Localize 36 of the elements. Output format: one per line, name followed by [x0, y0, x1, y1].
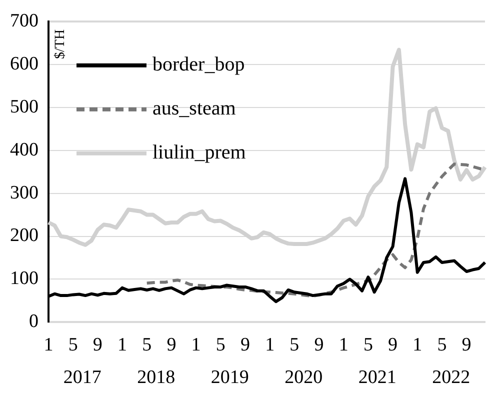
- text: 2017: [63, 367, 102, 388]
- legend-label: aus_steam: [152, 98, 236, 120]
- y-tick-label: 100: [10, 268, 38, 290]
- text: 2021: [358, 367, 396, 388]
- x-tick-label: 5: [363, 334, 373, 356]
- x-tick-label: 1: [412, 334, 422, 356]
- text: 2018: [137, 367, 176, 388]
- y-tick-label: 0: [29, 311, 38, 332]
- text: 2020: [284, 367, 323, 388]
- x-tick-label: 9: [314, 334, 324, 356]
- y-tick-label: 500: [10, 96, 38, 118]
- y-tick-label: 700: [10, 10, 38, 32]
- y-tick-label: 200: [10, 225, 38, 246]
- x-tick-label: 9: [166, 334, 176, 356]
- text: 2019: [210, 367, 249, 388]
- x-tick-label: 9: [240, 334, 250, 356]
- x-tick-label: 5: [290, 334, 300, 356]
- x-tick-label: 5: [437, 334, 447, 356]
- y-tick-label: 400: [10, 139, 38, 160]
- y-tick-label: 300: [10, 182, 38, 204]
- x-tick-label: 1: [338, 334, 348, 356]
- x-tick-label: 1: [44, 334, 54, 356]
- x-tick-label: 5: [68, 334, 78, 356]
- legend-label: border_bop: [152, 54, 245, 76]
- x-tick-label: 5: [216, 334, 226, 356]
- x-tick-label: 1: [118, 334, 128, 356]
- y-axis-title: $/TH: [53, 29, 68, 59]
- x-tick-label: 1: [265, 334, 275, 356]
- text: 2022: [432, 367, 470, 388]
- x-tick-label: 1: [191, 334, 201, 356]
- x-tick-label: 5: [142, 334, 152, 356]
- legend-label: liulin_prem: [152, 142, 246, 164]
- x-tick-label: 9: [388, 334, 398, 356]
- y-tick-label: 600: [10, 53, 38, 74]
- x-tick-label: 9: [92, 334, 102, 356]
- x-tick-label: 9: [462, 334, 472, 356]
